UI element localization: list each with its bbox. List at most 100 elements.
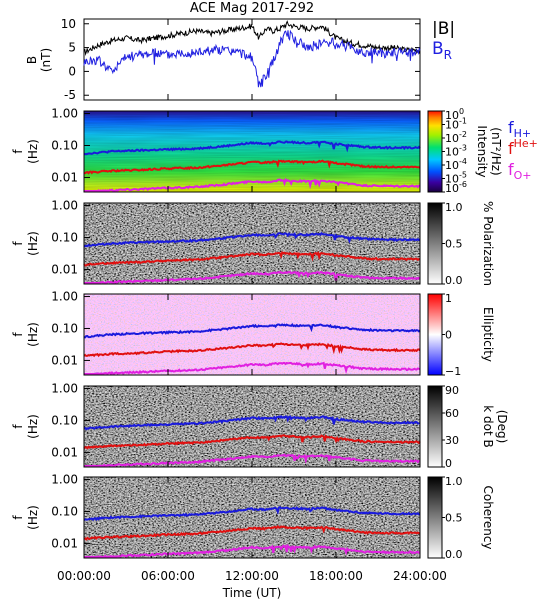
panel-ellipticity: 1.00 0.10 0.01 f (Hz) 1 0 −1 Ellipticity bbox=[11, 290, 495, 378]
xtick-label: 00:00:00 bbox=[57, 569, 111, 583]
colorbar-tick-label: 90 bbox=[445, 384, 459, 397]
ytick-label: 0.10 bbox=[51, 321, 78, 335]
xtick-label: 12:00:00 bbox=[225, 569, 279, 583]
colorbar-tick-label: 1.0 bbox=[445, 201, 463, 214]
gyro-line-f_h bbox=[83, 414, 421, 431]
legend-f-h: fH+ bbox=[508, 118, 531, 140]
colorbar-label: Coherency bbox=[481, 485, 495, 549]
gyro-line-f_he bbox=[83, 342, 421, 358]
panel-ylabel-f: f bbox=[11, 424, 25, 429]
panel-b-ytick-label: -5 bbox=[64, 88, 76, 102]
colorbar-intensity bbox=[427, 110, 443, 193]
panel-coherency-image bbox=[84, 477, 420, 558]
colorbar-tick-label: 100 bbox=[445, 107, 464, 122]
panel-ylabel-unit: (Hz) bbox=[26, 414, 40, 439]
colorbar-polarization bbox=[427, 202, 443, 285]
colorbar-tick-label: 10-2 bbox=[445, 130, 467, 145]
legend-f-he: fHe+ bbox=[508, 137, 538, 158]
xtick-label: 24:00:00 bbox=[393, 569, 447, 583]
colorbar-tick-label: 1.0 bbox=[445, 475, 463, 488]
panel-kdotb: 1.00 0.10 0.01 f (Hz) 90 60 30 0 k dot B (Deg) bbox=[11, 382, 509, 470]
colorbar-ellipticity bbox=[427, 293, 443, 376]
colorbar-kdotb bbox=[427, 385, 443, 468]
colorbar-tick-label: 0 bbox=[445, 457, 452, 470]
ytick-label: 0.01 bbox=[51, 353, 78, 367]
colorbar-tick-label: 0.5 bbox=[445, 512, 463, 525]
panel-ylabel-unit: (Hz) bbox=[26, 322, 40, 347]
colorbar-coherency bbox=[427, 476, 443, 559]
gyro-line-f_o bbox=[84, 177, 421, 193]
colorbar-tick-label: 1 bbox=[445, 292, 452, 305]
ytick-label: 1.00 bbox=[51, 290, 78, 304]
panel-ylabel-unit: (Hz) bbox=[26, 231, 40, 256]
colorbar-label-unit: (Deg) bbox=[495, 410, 509, 444]
gyro-line-f_h bbox=[83, 140, 421, 156]
panel-b-ylabel-1: B bbox=[25, 56, 39, 64]
gyro-line-f_he bbox=[83, 250, 421, 267]
ytick-label: 0.10 bbox=[51, 504, 78, 518]
colorbar-tick-label: 0.0 bbox=[445, 548, 463, 561]
panel-ylabel-f: f bbox=[11, 515, 25, 520]
colorbar-tick-label: 30 bbox=[445, 434, 459, 447]
panel-b-ytick-label: 10 bbox=[61, 17, 76, 31]
panel-ellipticity-image bbox=[84, 294, 420, 375]
legend-b-total: |B| bbox=[432, 19, 455, 39]
colorbar-tick-label: 10-3 bbox=[445, 144, 467, 159]
panel-coherency: 1.00 0.10 0.01 f (Hz) 1.0 0.5 0.0 Coherency bbox=[11, 473, 495, 561]
colorbar-label-unit: (nT²/Hz) bbox=[489, 127, 503, 175]
ytick-label: 1.00 bbox=[51, 473, 78, 487]
gyro-line-f_he bbox=[83, 159, 421, 175]
panel-polarization-image bbox=[84, 203, 420, 284]
colorbar-tick-label: 10-6 bbox=[445, 180, 467, 195]
gyro-line-f_he bbox=[83, 524, 421, 541]
panel-ylabel-f: f bbox=[11, 149, 25, 154]
x-axis-label: Time (UT) bbox=[222, 586, 282, 600]
ytick-label: 0.10 bbox=[51, 138, 78, 152]
panel-b-ylabel-2: (nT) bbox=[39, 48, 53, 72]
colorbar-label: % Polarization bbox=[481, 201, 495, 286]
colorbar-tick-label: 10-1 bbox=[445, 117, 467, 132]
colorbar-label: Ellipticity bbox=[481, 307, 495, 362]
panel-intensity: 1.00 0.10 0.01 f (Hz) 10010-110-210-310-410-5… bbox=[11, 107, 538, 195]
ytick-label: 0.01 bbox=[51, 262, 78, 276]
series-line-b-r bbox=[83, 29, 421, 88]
panel-polarization: 1.00 0.10 0.01 f (Hz) 1.0 0.5 0.0 % Polarization bbox=[11, 199, 495, 287]
xtick-label: 06:00:00 bbox=[141, 569, 195, 583]
panel-b-ytick-label: 0 bbox=[68, 64, 76, 78]
ytick-label: 0.10 bbox=[51, 230, 78, 244]
colorbar-tick-label: 0 bbox=[445, 329, 452, 342]
colorbar-tick-label: 10-4 bbox=[445, 157, 467, 172]
ytick-label: 1.00 bbox=[51, 199, 78, 213]
gyro-line-f_he bbox=[83, 434, 421, 450]
x-axis: 00:00:00 06:00:00 12:00:00 18:00:00 24:00:00 bbox=[57, 19, 447, 583]
ytick-label: 0.01 bbox=[51, 445, 78, 459]
panel-ylabel-unit: (Hz) bbox=[26, 505, 40, 530]
colorbar-tick-label: 60 bbox=[445, 407, 459, 420]
legend-f-o: fO+ bbox=[508, 160, 532, 182]
gyro-line-f_h bbox=[83, 506, 421, 522]
ytick-label: 1.00 bbox=[51, 107, 78, 121]
gyro-line-f_o bbox=[84, 543, 421, 559]
figure-title: ACE Mag 2017-292 bbox=[190, 1, 314, 16]
panel-ylabel-unit: (Hz) bbox=[26, 139, 40, 164]
colorbar-tick-label: 0.0 bbox=[445, 274, 463, 287]
ytick-label: 0.01 bbox=[51, 170, 78, 184]
ytick-label: 1.00 bbox=[51, 382, 78, 396]
gyro-line-f_o bbox=[84, 270, 421, 285]
colorbar-label: Intensity bbox=[475, 125, 489, 177]
gyro-line-f_h bbox=[83, 231, 421, 248]
panel-ylabel-f: f bbox=[11, 332, 25, 337]
gyro-line-f_h bbox=[83, 323, 421, 339]
gyro-line-f_o bbox=[84, 361, 421, 376]
xtick-label: 18:00:00 bbox=[309, 569, 363, 583]
gyro-line-f_o bbox=[84, 453, 421, 468]
colorbar-tick-label: 10-5 bbox=[445, 171, 467, 186]
legend-b-r-base: B bbox=[432, 39, 444, 59]
legend-b-r: BR bbox=[432, 39, 452, 62]
ytick-label: 0.10 bbox=[51, 413, 78, 427]
legend-b-r-sub: R bbox=[444, 48, 452, 62]
panel-ylabel-f: f bbox=[11, 241, 25, 246]
colorbar-tick-label: −1 bbox=[445, 365, 461, 378]
